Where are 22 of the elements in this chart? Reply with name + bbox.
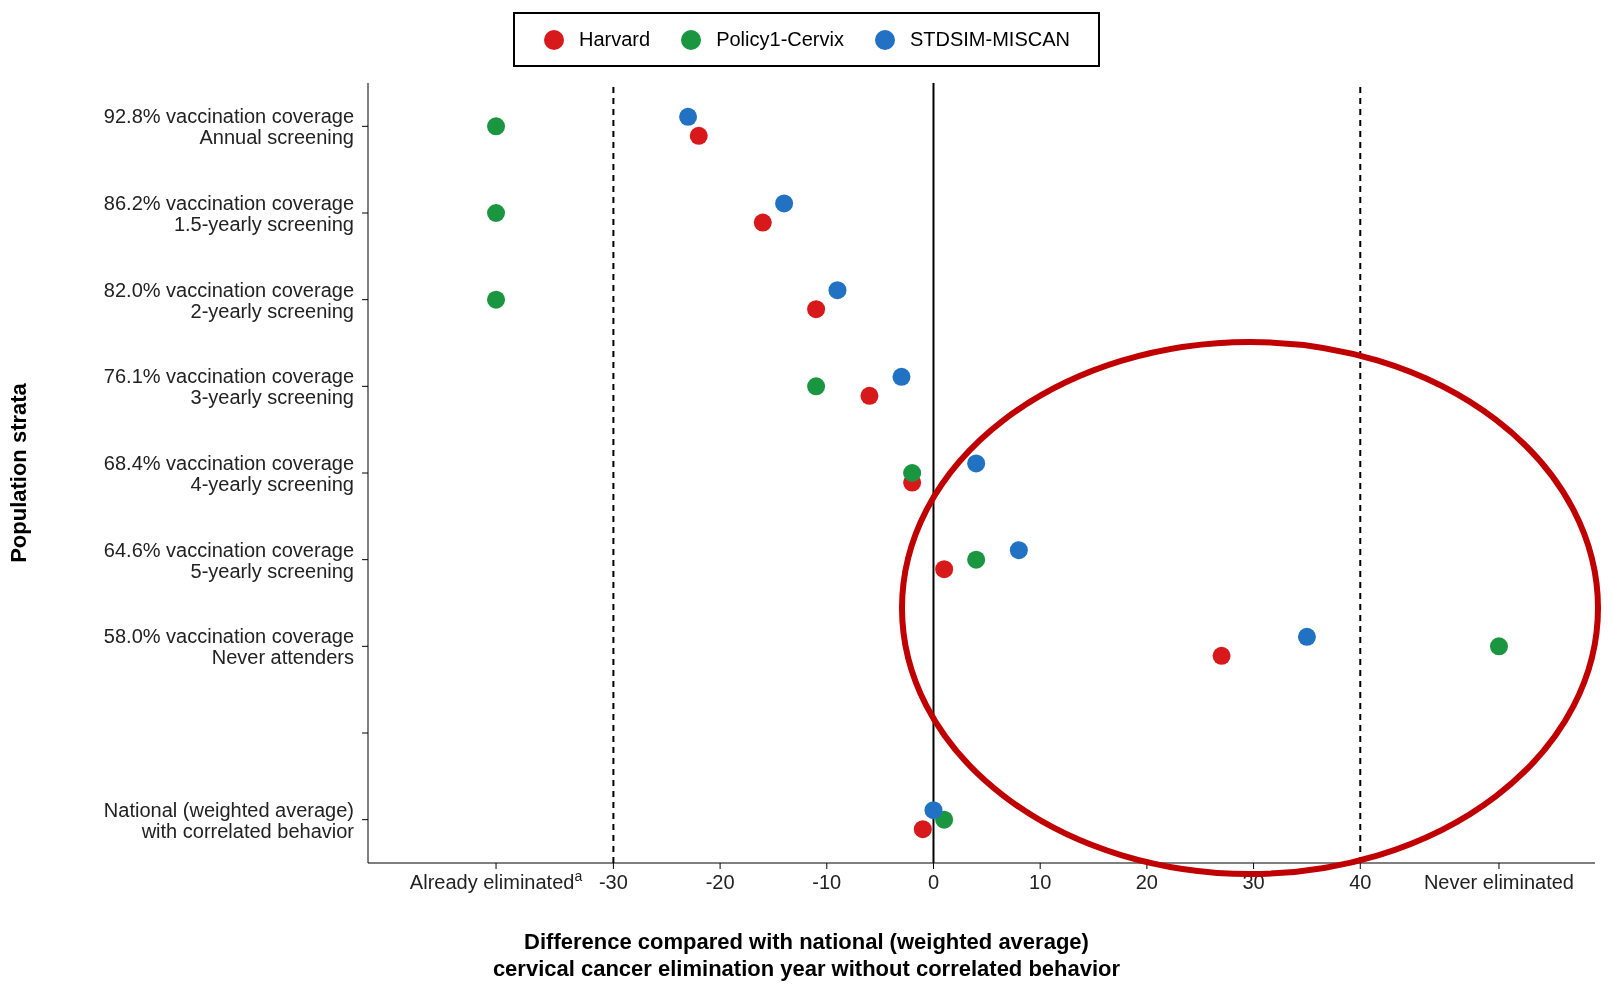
x-tick-label: -20 <box>705 871 735 893</box>
x-tick-label: Never eliminated <box>1423 871 1575 893</box>
x-tick-label: -30 <box>598 871 628 893</box>
y-tick-label: 68.4% vaccination coverage 4-yearly screening <box>103 452 354 495</box>
y-tick-label: 58.0% vaccination coverage Never attenders <box>103 625 354 669</box>
legend-label: Harvard <box>578 28 651 51</box>
legend-label: Policy1-Cervix <box>715 28 844 51</box>
x-tick-label: 0 <box>927 871 940 893</box>
x-tick-label: -10 <box>812 871 842 893</box>
x-tick-label: 20 <box>1135 871 1158 893</box>
y-tick-label: 82.0% vaccination coverage 2-yearly screening <box>103 278 354 322</box>
y-tick-label: 92.8% vaccination coverage Annual screening <box>103 105 354 149</box>
x-tick-label: 10 <box>1029 871 1052 893</box>
legend-label: STDSIM-MISCAN <box>908 28 1070 51</box>
x-tick-label: Already eliminated$^{a}$ <box>409 868 583 893</box>
y-tick-label: National (weighted average) with correlated behavior <box>103 798 355 842</box>
y-tick-label: 64.6% vaccination coverage 5-yearly screening <box>103 538 354 582</box>
y-tick-label: 76.1% vaccination coverage 3-yearly screening <box>103 365 354 409</box>
x-tick-label: 40 <box>1349 871 1372 893</box>
x-axis-title: Difference compared with national (weighted average) cervical cancer elimination year without correlated behavior <box>491 928 1122 982</box>
y-tick-label: 86.2% vaccination coverage 1.5-yearly screening <box>103 192 354 235</box>
y-axis-title: Population strata <box>5 382 31 563</box>
